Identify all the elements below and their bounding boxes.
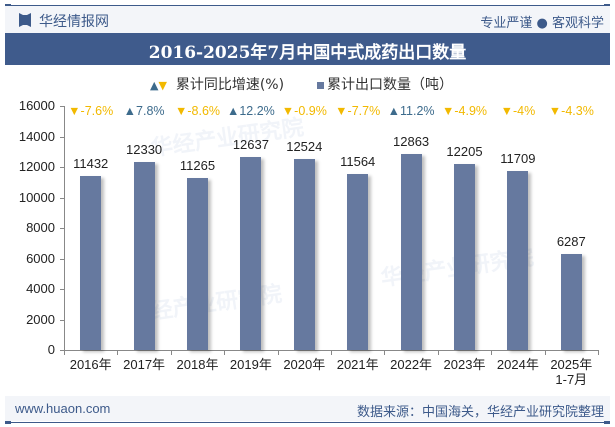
y-tick-mark [60,106,64,107]
top-border [5,4,610,7]
growth-rate-label: ▲12.2% [226,104,275,118]
x-tick-mark [384,350,386,355]
x-category-label: 2021年 [336,357,379,372]
x-tick-mark [491,350,493,355]
x-category-label: 2024年 [496,357,539,372]
legend-quantity: 累计出口数量（吨） [317,74,453,94]
bar[interactable] [560,254,582,350]
x-category-label: 2019年 [229,357,272,372]
bar[interactable] [80,175,102,350]
x-tick-mark [117,350,119,355]
y-tick-label: 14000 [18,128,55,144]
slogan: 专业严谨 ● 客观科学 [480,16,604,31]
bar[interactable] [400,153,422,350]
y-tick-label: 12000 [18,159,55,174]
bar[interactable] [293,159,315,350]
x-category-label: 2022年 [390,357,433,372]
y-tick-mark [60,136,64,138]
triangle-up-icon: ▲ [150,79,159,92]
y-tick-label: 10000 [18,189,55,205]
y-tick-mark [60,289,64,290]
growth-rate-label: ▼-7.7% [335,104,381,118]
bar-value-label: 12330 [126,141,163,157]
x-tick-mark [437,350,439,355]
y-tick-mark [60,167,64,168]
growth-rate-label: ▼-7.6% [68,104,114,118]
data-source: 数据来源：中国海关，华经产业研究院整理 [356,405,604,420]
y-tick-mark [60,350,64,351]
y-tick-label: 16000 [18,98,55,113]
y-tick-label: 4000 [26,281,55,296]
bar[interactable] [240,157,262,350]
growth-rate-label: ▲11.2% [387,104,435,118]
x-tick-mark [224,350,226,355]
brand-name: 华经情报网 [39,14,109,30]
y-tick-mark [60,319,64,321]
y-tick-label: 6000 [26,250,55,266]
bar[interactable] [133,161,155,350]
bar[interactable] [347,173,369,350]
growth-rate-label: ▼-4% [500,104,536,118]
legend-growth-label: 累计同比增速(%) [175,77,285,93]
bar-value-label: 11432 [73,155,109,171]
chart-title: 2016-2025年7月中国中式成药出口数量 [148,43,467,63]
y-tick-mark [60,197,64,199]
x-category-label: 2020年 [283,357,326,372]
growth-rate-label: ▼-4.3% [548,104,594,118]
bar-value-label: 6287 [556,234,586,250]
x-tick-mark [64,350,65,355]
x-tick-mark [331,350,332,355]
x-tick-mark [598,350,599,355]
bar-value-label: 12205 [446,143,483,159]
y-tick-mark [60,258,64,260]
footer: www.huaon.com 数据来源：中国海关，华经产业研究院整理 [5,396,610,421]
bar[interactable] [454,163,475,350]
bar[interactable] [507,171,529,350]
y-tick-label: 0 [47,342,55,357]
legend-growth: ▲▼ 累计同比增速(%) [150,74,284,94]
y-tick-label: 8000 [26,220,55,235]
title-bar: 2016-2025年7月中国中式成药出口数量 [5,33,610,65]
x-category-label: 2023年 [443,357,486,372]
bar-value-label: 12863 [393,133,430,149]
x-category-label: 2018年 [176,357,219,372]
bar[interactable] [187,178,208,350]
y-tick-mark [60,228,64,229]
square-icon [317,81,324,89]
x-category-label: 2016年 [69,357,112,372]
growth-rate-label: ▲7.8% [123,104,165,118]
legend: ▲▼ 累计同比增速(%) 累计出口数量（吨） [0,74,615,94]
footer-url[interactable]: www.huaon.com [15,401,111,416]
x-tick-mark [170,350,172,355]
growth-rate-label: ▼-0.9% [281,104,327,118]
bar-value-label: 11564 [340,153,376,169]
x-category-label: 2017年 [123,357,166,372]
y-axis [64,106,65,350]
bar-value-label: 12637 [232,137,269,153]
bar-value-label: 11709 [500,151,536,167]
x-category-label: 2025年 1-7月 [550,357,593,387]
x-tick-mark [544,350,546,355]
growth-rate-label: ▼-8.6% [174,104,221,118]
legend-quantity-label: 累计出口数量（吨） [327,77,453,93]
logo-icon [19,13,31,27]
growth-rate-label: ▼-4.9% [441,104,488,118]
header: 华经情报网 专业严谨 ● 客观科学 [5,6,610,33]
bar-value-label: 12524 [286,139,323,154]
x-tick-mark [277,350,279,355]
bar-value-label: 11265 [179,158,216,174]
watermark: 经产业研究院 [149,280,284,325]
bottom-border [5,421,610,424]
triangle-down-icon: ▼ [158,79,167,92]
y-tick-label: 2000 [26,311,55,327]
